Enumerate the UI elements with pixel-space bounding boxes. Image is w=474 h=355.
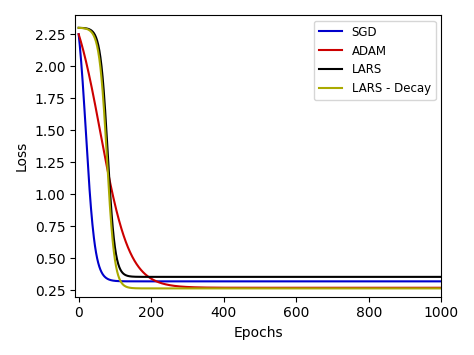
LARS	[149, 275, 155, 279]
Line: LARS - Decay: LARS - Decay	[79, 28, 441, 288]
X-axis label: Epochs: Epochs	[233, 326, 283, 340]
LARS - Decay	[438, 286, 444, 290]
LARS	[421, 275, 427, 279]
ADAM	[358, 286, 364, 290]
SGD	[372, 279, 378, 284]
SGD	[250, 279, 255, 284]
SGD	[98, 268, 104, 273]
ADAM	[397, 286, 402, 290]
LARS - Decay	[149, 286, 155, 290]
SGD	[76, 32, 82, 36]
LARS	[397, 275, 402, 279]
LARS - Decay	[245, 286, 250, 290]
ADAM	[149, 277, 155, 282]
ADAM	[438, 286, 444, 290]
LARS	[98, 58, 104, 62]
LARS	[372, 275, 378, 279]
SGD	[149, 279, 155, 284]
LARS - Decay	[421, 286, 427, 290]
LARS - Decay	[76, 26, 82, 30]
Line: LARS: LARS	[79, 28, 441, 277]
SGD	[421, 279, 427, 284]
SGD	[359, 279, 365, 284]
ADAM	[372, 286, 377, 290]
LARS - Decay	[98, 69, 104, 73]
LARS	[438, 275, 444, 279]
LARS - Decay	[359, 286, 365, 290]
SGD	[438, 279, 444, 284]
Line: SGD: SGD	[79, 34, 441, 282]
LARS	[76, 26, 82, 30]
SGD	[397, 279, 402, 284]
Legend: SGD, ADAM, LARS, LARS - Decay: SGD, ADAM, LARS, LARS - Decay	[314, 21, 436, 100]
ADAM	[421, 286, 427, 290]
ADAM	[98, 132, 104, 137]
ADAM	[76, 32, 82, 36]
LARS	[359, 275, 365, 279]
LARS	[238, 275, 244, 279]
LARS - Decay	[372, 286, 378, 290]
LARS - Decay	[397, 286, 402, 290]
Line: ADAM: ADAM	[79, 34, 441, 288]
Y-axis label: Loss: Loss	[15, 141, 29, 171]
